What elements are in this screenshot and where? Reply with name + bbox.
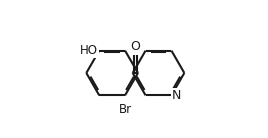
Text: HO: HO — [80, 44, 98, 57]
Text: O: O — [131, 40, 140, 53]
Text: Br: Br — [118, 103, 132, 116]
Text: N: N — [172, 89, 181, 102]
